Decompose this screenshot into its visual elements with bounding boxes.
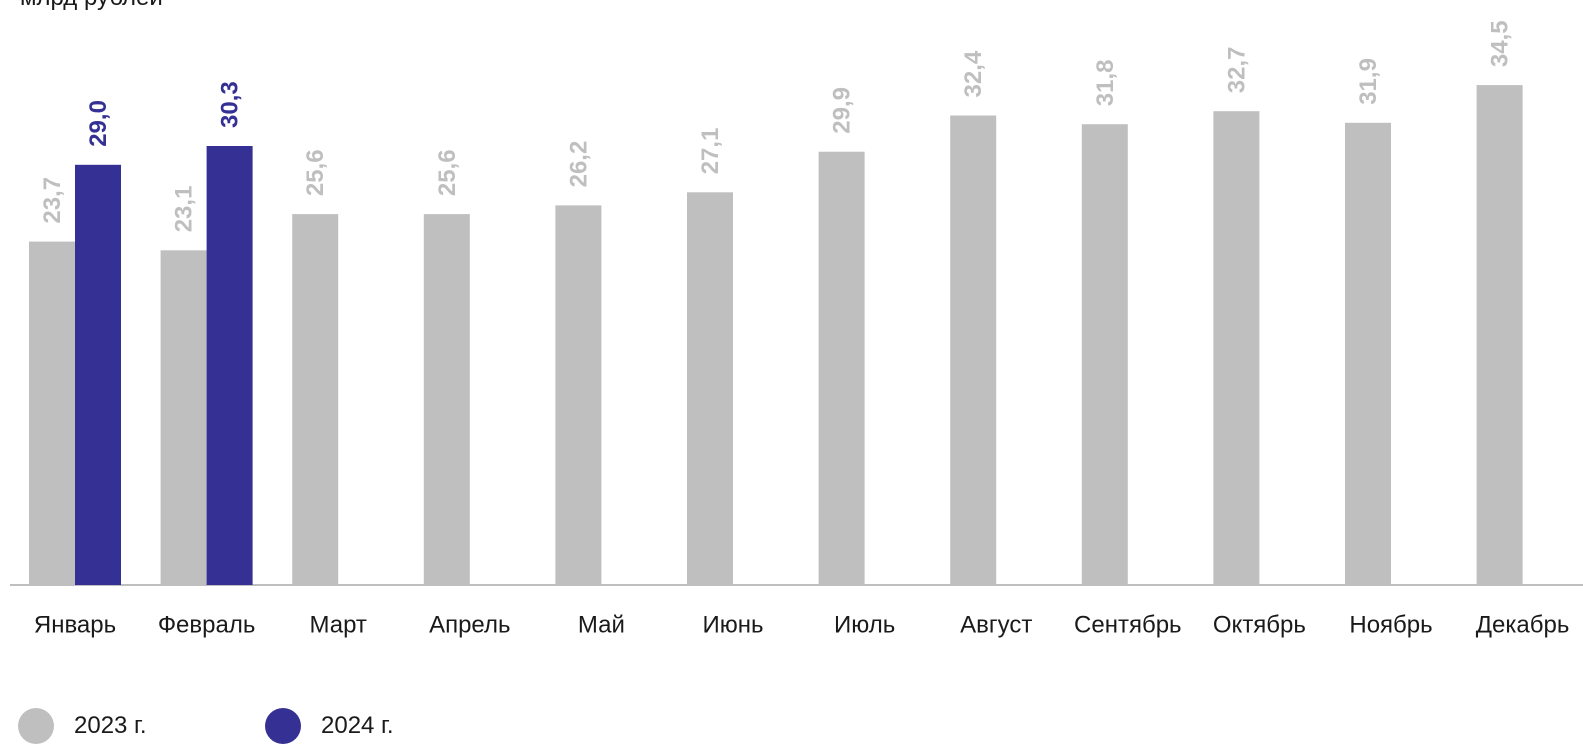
x-tick-label-4: Апрель xyxy=(429,611,510,638)
bar-2023-3 xyxy=(292,214,339,585)
bar-2023-8 xyxy=(950,115,997,585)
value-label-2023-3: 25,6 xyxy=(302,149,329,196)
bar-2023-4 xyxy=(423,214,470,585)
x-tick-label-6: Июнь xyxy=(702,611,763,638)
value-label-2023-1: 23,7 xyxy=(39,177,66,224)
value-label-2023-11: 31,9 xyxy=(1355,58,1382,105)
bar-2023-7 xyxy=(818,151,865,585)
bar-2023-5 xyxy=(555,205,602,585)
value-label-2023-6: 27,1 xyxy=(697,128,724,175)
category-tick-labels: Январь Февраль Март Апрель Май Июнь Июль Август… xyxy=(34,611,1570,638)
value-label-2023-7: 29,9 xyxy=(829,87,856,134)
legend-item-2023: 2023 г. xyxy=(18,706,147,746)
bar-2024-2 xyxy=(206,146,253,585)
legend-swatch-2024 xyxy=(265,708,301,744)
x-tick-label-3: Март xyxy=(309,611,366,638)
x-tick-label-7: Июль xyxy=(834,611,895,638)
bar-2023-11 xyxy=(1345,122,1391,586)
value-label-2024-2: 30,3 xyxy=(217,81,244,128)
value-label-2023-4: 25,6 xyxy=(434,149,461,196)
bar-2023-10 xyxy=(1213,111,1260,585)
value-label-2023-2: 23,1 xyxy=(171,186,198,233)
value-label-2023-5: 26,2 xyxy=(565,141,592,188)
legend-swatch-2023 xyxy=(18,708,54,744)
x-tick-label-9: Сентябрь xyxy=(1074,611,1182,638)
value-labels-group: 23,7 29,0 23,1 30,3 25,6 25,6 26,2 27,1 29,9 32,4… xyxy=(39,20,1514,232)
bar-2023-9 xyxy=(1081,124,1128,585)
bar-2023-2 xyxy=(160,250,207,586)
bar-2023-6 xyxy=(687,192,733,586)
legend-item-2024: 2024 г. xyxy=(265,706,394,746)
value-label-2023-10: 32,7 xyxy=(1223,46,1250,93)
value-label-2023-8: 32,4 xyxy=(960,50,987,97)
bars-group xyxy=(29,85,1523,586)
x-tick-label-11: Ноябрь xyxy=(1349,611,1432,638)
x-tick-label-8: Август xyxy=(960,611,1032,638)
bar-2023-1 xyxy=(29,241,75,585)
bar-2023-12 xyxy=(1476,85,1523,585)
y-axis-unit-label: млрд рублей xyxy=(20,0,163,12)
bar-2024-1 xyxy=(75,164,121,586)
x-tick-label-5: Май xyxy=(578,611,625,638)
value-label-2023-12: 34,5 xyxy=(1487,20,1514,67)
x-tick-label-1: Январь xyxy=(34,611,116,638)
value-label-2023-9: 31,8 xyxy=(1092,59,1119,106)
legend-label-2024: 2024 г. xyxy=(321,712,394,739)
value-label-2024-1: 29,0 xyxy=(85,100,112,147)
x-tick-label-2: Февраль xyxy=(158,611,256,638)
legend-label-2023: 2023 г. xyxy=(74,712,147,739)
x-tick-label-10: Октябрь xyxy=(1213,611,1306,638)
x-tick-label-12: Декабрь xyxy=(1476,611,1570,638)
